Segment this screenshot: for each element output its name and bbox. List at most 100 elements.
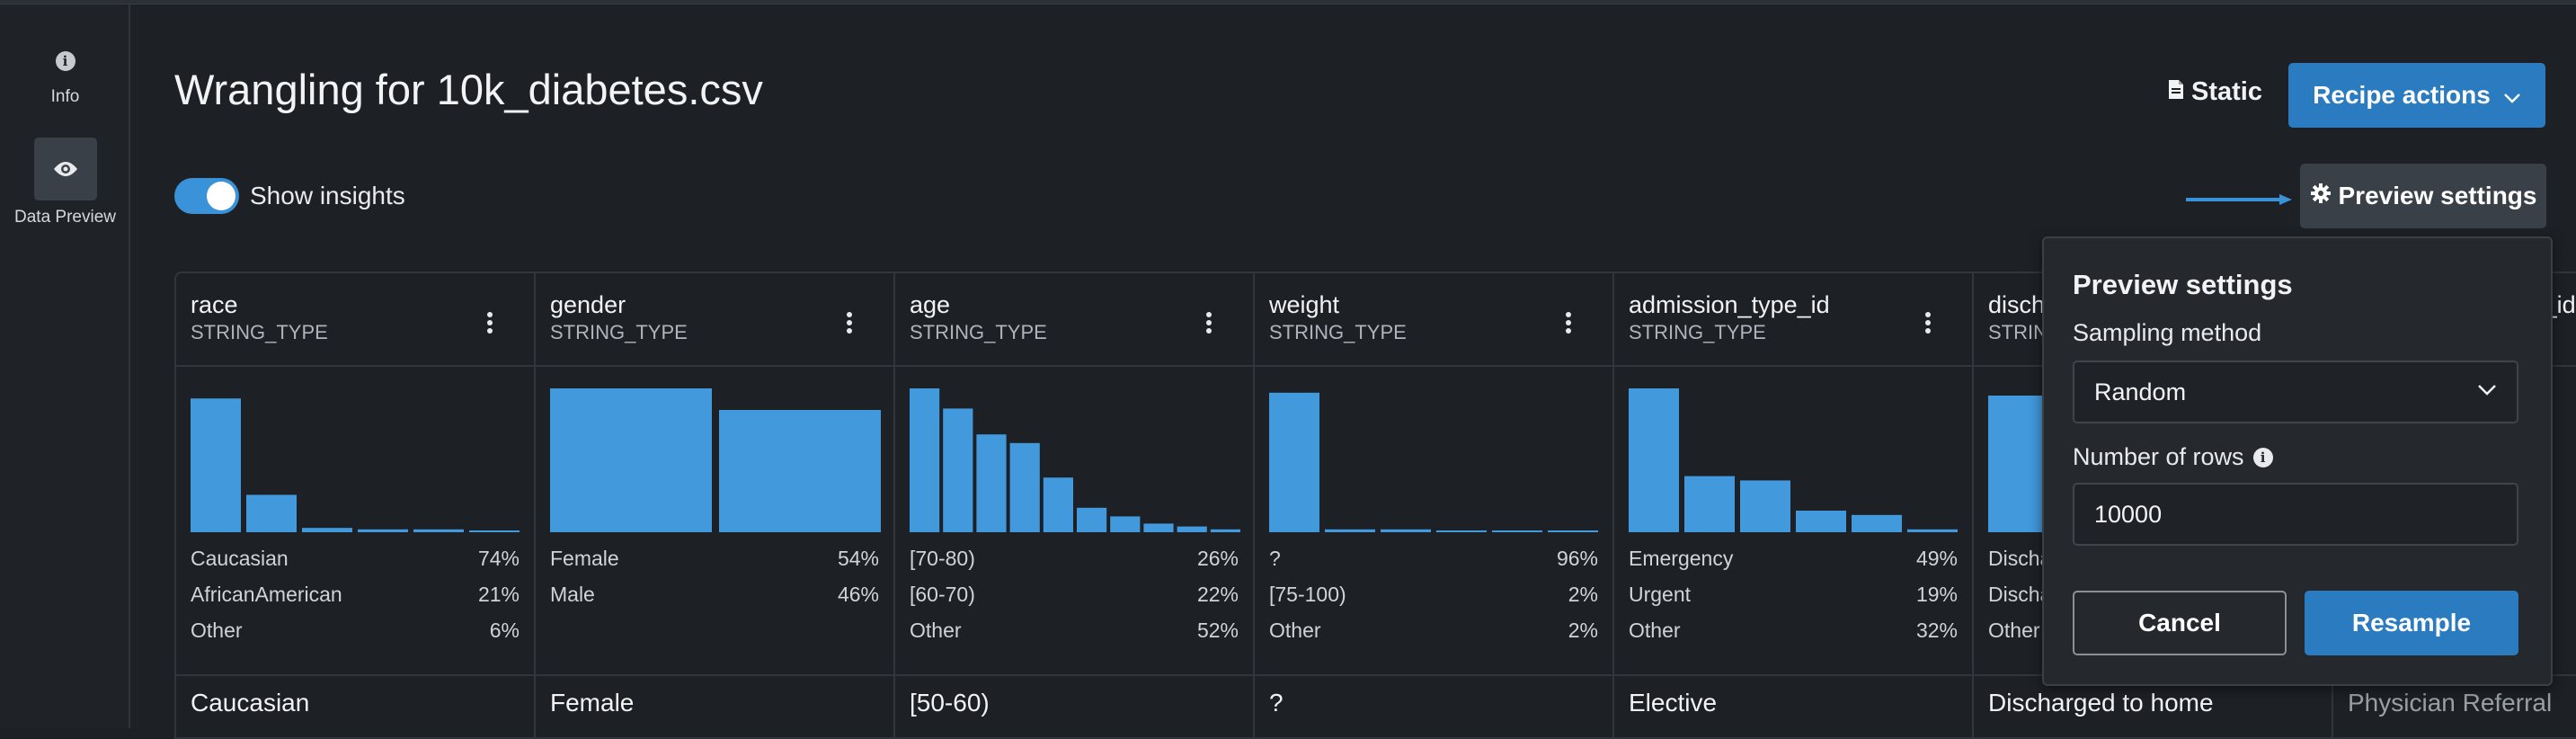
stat-percent: 74% (477, 547, 520, 570)
sidebar-item-info[interactable]: i Info (0, 30, 130, 107)
show-insights-toggle[interactable] (174, 178, 239, 214)
row-divider (1614, 674, 1972, 676)
stat-percent: 2% (1568, 619, 1598, 642)
document-icon (2168, 77, 2184, 107)
column-stats: ? 96% [75-100) 2% Other 2% (1269, 547, 1598, 654)
sidebar-item-data-preview[interactable]: Data Preview (0, 138, 130, 227)
table-cell[interactable]: ? (1269, 689, 1284, 717)
histogram-bar[interactable] (1043, 477, 1073, 532)
chevron-down-icon (2503, 81, 2521, 110)
stat-row: Male 46% (550, 583, 879, 619)
histogram-bar[interactable] (1852, 514, 1902, 532)
histogram-chart (550, 388, 881, 532)
column-type: STRING_TYPE (1629, 321, 1766, 343)
sampling-method-value: Random (2094, 378, 2187, 405)
cancel-button[interactable]: Cancel (2073, 591, 2287, 655)
stat-row: ? 96% (1269, 547, 1598, 583)
table-cell[interactable]: Physician Referral (2348, 689, 2553, 717)
stat-category: Other (910, 619, 962, 642)
stat-category: Other (1629, 619, 1681, 642)
stat-category: ? (1269, 547, 1281, 570)
column-header[interactable]: weight STRING_TYPE (1255, 273, 1612, 367)
popover-title: Preview settings (2073, 269, 2293, 300)
table-cell[interactable]: [50-60) (910, 689, 990, 717)
histogram-bar[interactable] (550, 388, 712, 532)
histogram-bar[interactable] (1269, 392, 1319, 532)
left-sidebar: i Info Data Preview (0, 4, 130, 728)
histogram-bar[interactable] (1492, 530, 1542, 532)
stat-percent: 6% (489, 619, 520, 642)
table-cell[interactable]: Elective (1629, 689, 1718, 717)
column-header[interactable]: age STRING_TYPE (895, 273, 1253, 367)
stat-percent: 46% (837, 583, 879, 606)
histogram-bar[interactable] (1110, 516, 1141, 532)
column-stats: Caucasian 74% AfricanAmerican 21% Other 6% (191, 547, 520, 654)
column-stats: Emergency 49% Urgent 19% Other 32% (1629, 547, 1958, 654)
histogram-bar[interactable] (1796, 511, 1846, 532)
histogram-bar[interactable] (1077, 507, 1107, 532)
histogram-bar[interactable] (1907, 529, 1958, 532)
table-cell[interactable]: Female (550, 689, 635, 717)
column-header[interactable]: admission_type_id STRING_TYPE (1614, 273, 1972, 367)
show-insights-label: Show insights (250, 182, 405, 209)
histogram-bar[interactable] (1684, 476, 1735, 532)
sidebar-item-label: Data Preview (14, 208, 116, 227)
stat-row: Urgent 19% (1629, 583, 1958, 619)
stat-category: Other (1269, 619, 1321, 642)
histogram-bar[interactable] (719, 410, 881, 532)
histogram-bar[interactable] (1009, 442, 1040, 532)
stat-row: Other (1988, 619, 2317, 654)
static-indicator[interactable]: Static (2168, 77, 2262, 107)
sampling-method-select[interactable]: Random (2073, 361, 2518, 423)
number-of-rows-input[interactable] (2073, 483, 2518, 546)
stat-category: Female (550, 547, 619, 570)
stat-row: [60-70) 22% (910, 583, 1239, 619)
table-cell[interactable]: Discharged to home (1988, 689, 2214, 717)
table-cell[interactable]: Caucasian (191, 689, 310, 717)
histogram-bar[interactable] (976, 434, 1007, 532)
preview-settings-label: Preview settings (2338, 182, 2537, 209)
stat-percent: 52% (1196, 619, 1239, 642)
histogram-bar[interactable] (1629, 388, 1679, 532)
histogram-bar[interactable] (469, 530, 520, 532)
stat-category: Caucasian (191, 547, 289, 570)
histogram-bar[interactable] (1325, 529, 1375, 532)
histogram-bar[interactable] (1177, 526, 1207, 532)
histogram-bar[interactable] (413, 529, 464, 532)
kebab-menu-icon[interactable] (487, 309, 493, 336)
kebab-menu-icon[interactable] (1925, 309, 1931, 336)
row-divider (1255, 674, 1612, 676)
column-header[interactable]: race STRING_TYPE (176, 273, 534, 367)
histogram-bar[interactable] (191, 398, 241, 532)
info-icon[interactable]: i (2252, 447, 2273, 467)
histogram-bar[interactable] (1143, 523, 1174, 532)
stat-percent: 21% (477, 583, 520, 606)
preview-settings-button[interactable]: Preview settings (2300, 164, 2546, 228)
histogram-bar[interactable] (1210, 529, 1240, 532)
stat-row: Other 2% (1269, 619, 1598, 654)
histogram-bar[interactable] (1740, 480, 1790, 532)
top-border (0, 0, 2576, 4)
column-header[interactable]: gender STRING_TYPE (536, 273, 893, 367)
column-type: STRING_TYPE (550, 321, 688, 343)
histogram-bar[interactable] (1436, 530, 1487, 532)
histogram-bar[interactable] (943, 408, 973, 532)
stat-category: [75-100) (1269, 583, 1346, 606)
histogram-chart (910, 388, 1240, 532)
gear-icon (2310, 182, 2332, 210)
column-name: gender (550, 291, 626, 318)
resample-button[interactable]: Resample (2305, 591, 2518, 655)
histogram-bar[interactable] (358, 529, 408, 532)
histogram-bar[interactable] (910, 388, 940, 532)
histogram-bar[interactable] (1548, 530, 1598, 532)
histogram-chart (1629, 388, 1958, 532)
recipe-actions-button[interactable]: Recipe actions (2288, 63, 2545, 128)
histogram-bar[interactable] (246, 494, 297, 532)
kebab-menu-icon[interactable] (847, 309, 852, 336)
histogram-bar[interactable] (1381, 529, 1431, 532)
histogram-bar[interactable] (302, 528, 352, 532)
row-divider (536, 674, 893, 676)
stat-category: [60-70) (910, 583, 975, 606)
kebab-menu-icon[interactable] (1206, 309, 1212, 336)
kebab-menu-icon[interactable] (1566, 309, 1571, 336)
